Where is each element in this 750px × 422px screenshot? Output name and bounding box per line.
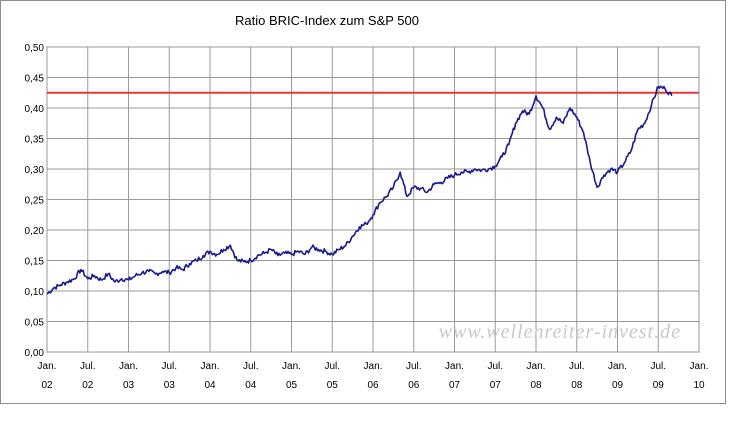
x-tick-label-year: 04	[245, 380, 257, 391]
x-tick-label-year: 03	[123, 380, 135, 391]
x-tick-label: Jul.	[650, 361, 666, 372]
x-tick-label-year: 04	[204, 380, 216, 391]
x-tick-label-year: 03	[164, 380, 176, 391]
x-tick-label: Jul.	[324, 361, 340, 372]
chart-frame: Ratio BRIC-Index zum S&P 500 0,00 0,05 0,1…	[0, 0, 726, 404]
y-tick-label: 0,35	[25, 135, 45, 146]
x-tick-label: Jul.	[487, 361, 503, 372]
series-line	[46, 85, 673, 295]
x-tick-label-year: 10	[693, 380, 705, 391]
y-tick-label: 0,20	[25, 226, 45, 237]
x-tick-label: Jul.	[243, 361, 259, 372]
watermark-text: www.wellenreiter-invest.de	[439, 321, 681, 343]
x-tick-label: Jan.	[282, 361, 301, 372]
x-axis-ticks: Jan. 02 Jul. 02 Jan. 03 Jul. 03 Jan. 04 Jul. 04 Jan.…	[38, 361, 709, 391]
y-tick-label: 0,30	[25, 165, 45, 176]
line-chart: Ratio BRIC-Index zum S&P 500 0,00 0,05 0,1…	[25, 13, 709, 391]
y-tick-label: 0,00	[25, 348, 45, 359]
x-tick-label: Jan.	[38, 361, 57, 372]
x-tick-label-year: 09	[612, 380, 624, 391]
x-tick-label-year: 06	[367, 380, 379, 391]
x-tick-label-year: 02	[41, 380, 53, 391]
x-tick-label-year: 05	[327, 380, 339, 391]
x-tick-label: Jul.	[161, 361, 177, 372]
x-tick-label: Jan.	[527, 361, 546, 372]
y-tick-label: 0,05	[25, 318, 45, 329]
x-tick-label-year: 07	[490, 380, 502, 391]
x-tick-label: Jan.	[690, 361, 709, 372]
x-tick-label-year: 08	[530, 380, 542, 391]
x-tick-label-year: 06	[408, 380, 420, 391]
x-tick-label-year: 08	[571, 380, 583, 391]
y-tick-label: 0,10	[25, 287, 45, 298]
x-tick-label-year: 02	[82, 380, 94, 391]
x-tick-label: Jan.	[119, 361, 138, 372]
grid	[46, 46, 700, 353]
chart-title: Ratio BRIC-Index zum S&P 500	[235, 13, 419, 28]
x-tick-label: Jul.	[406, 361, 422, 372]
x-tick-label: Jan.	[364, 361, 383, 372]
x-tick-label: Jul.	[569, 361, 585, 372]
y-tick-label: 0,45	[25, 74, 45, 85]
y-tick-label: 0,50	[25, 43, 45, 54]
x-tick-label-year: 09	[653, 380, 665, 391]
x-tick-label: Jan.	[445, 361, 464, 372]
y-axis-ticks: 0,00 0,05 0,10 0,15 0,20 0,25 0,30 0,35 0,40 0,45…	[25, 43, 45, 359]
y-tick-label: 0,15	[25, 257, 45, 268]
y-tick-label: 0,25	[25, 196, 45, 207]
y-tick-label: 0,40	[25, 104, 45, 115]
x-tick-label: Jan.	[201, 361, 220, 372]
x-tick-label-year: 07	[449, 380, 461, 391]
x-tick-label: Jan.	[608, 361, 627, 372]
x-tick-label-year: 05	[286, 380, 298, 391]
x-tick-label: Jul.	[80, 361, 96, 372]
